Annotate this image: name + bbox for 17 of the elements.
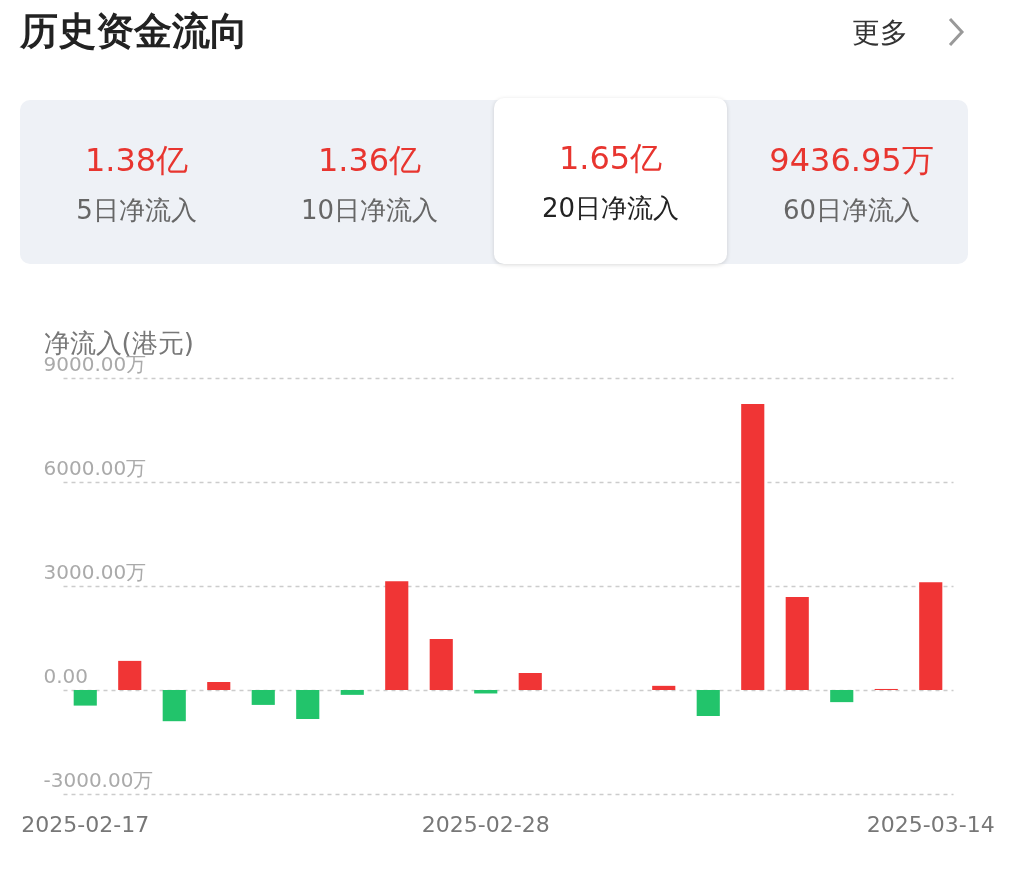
text: 1.65亿 xyxy=(557,138,664,179)
text: 更多 xyxy=(852,15,908,51)
text: 5日净流入 xyxy=(75,194,198,227)
x-tick-label: 2025-02-28 xyxy=(421,811,550,837)
text: 10日净流入 xyxy=(299,194,440,227)
text: 20日净流入 xyxy=(540,192,681,225)
y-tick-label: 6000.00万 xyxy=(43,455,147,480)
x-tick-label: 2025-02-17 xyxy=(21,811,150,837)
text: 1.36亿 xyxy=(316,140,423,181)
text: 历史资金流向 xyxy=(20,8,248,55)
x-tick-label: 2025-03-14 xyxy=(866,811,995,837)
y-tick-label: -3000.00万 xyxy=(43,767,154,792)
text: 1.38亿 xyxy=(83,140,190,181)
y-tick-label: 0.00 xyxy=(43,663,89,688)
text: 9436.95万 xyxy=(768,140,935,181)
text: 60日净流入 xyxy=(781,194,922,227)
y-tick-label: 3000.00万 xyxy=(43,559,147,584)
